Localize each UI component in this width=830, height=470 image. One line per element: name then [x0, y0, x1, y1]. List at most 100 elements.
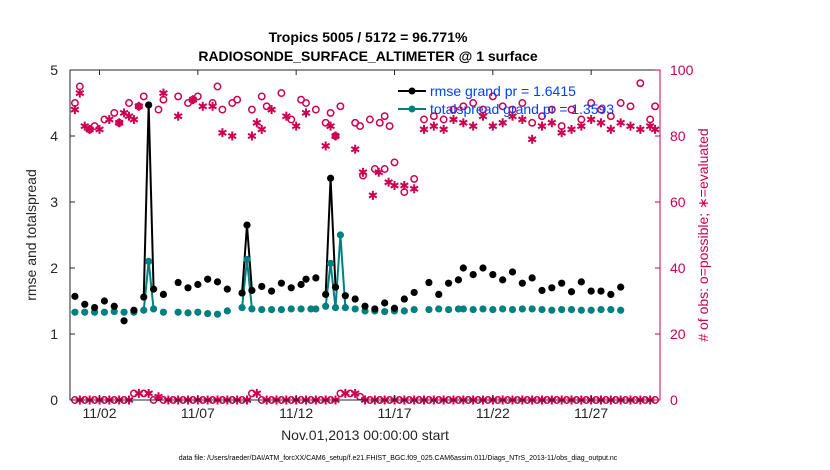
rmse-point: [90, 304, 99, 312]
legend-rmse-label: rmse grand pr = 1.6415: [430, 83, 576, 99]
totalspread-point: [213, 310, 222, 318]
obs-possible-marker: [385, 122, 394, 131]
obs-possible-marker: [528, 118, 537, 127]
upper-obs-markers: [70, 79, 660, 200]
rmse-point: [81, 300, 89, 308]
totalspread-point: [435, 305, 443, 313]
obs-possible-marker: [449, 105, 458, 114]
obs-evaluated-marker: [557, 128, 567, 138]
totalspread-point: [277, 305, 286, 314]
y-right-tick-label: 80: [670, 128, 686, 144]
totalspread-point: [410, 305, 418, 314]
totalspread-segment: [246, 259, 253, 310]
obs-possible-marker: [410, 174, 419, 183]
totalspread-point: [100, 308, 109, 316]
obs-possible-marker: [90, 122, 99, 131]
obs-possible-marker: [597, 105, 605, 114]
obs-evaluated-marker: [368, 190, 378, 200]
obs-evaluated-marker: [449, 115, 458, 124]
rmse-segment: [329, 178, 337, 288]
obs-possible-marker: [469, 99, 478, 107]
x-axis: 11/02 11/07 11/12 11/17 11/22 11/27: [83, 70, 608, 421]
rmse-point: [435, 290, 443, 298]
x-tick-label: 11/27: [574, 405, 608, 421]
obs-evaluated-marker: [606, 124, 616, 134]
totalspread-point: [607, 305, 615, 314]
obs-evaluated-marker: [340, 388, 350, 398]
rmse-point: [149, 285, 158, 293]
obs-evaluated-marker: [301, 108, 311, 118]
obs-possible-marker: [139, 92, 148, 101]
obs-evaluated-marker: [252, 118, 262, 128]
rmse-point: [277, 279, 286, 287]
rmse-segment: [324, 178, 332, 295]
obs-evaluated-marker: [75, 88, 85, 98]
obs-possible-marker: [311, 105, 320, 114]
rmse-point: [558, 279, 566, 287]
obs-possible-marker: [626, 102, 635, 111]
obs-evaluated-marker: [291, 121, 301, 131]
obs-possible-marker: [365, 115, 374, 124]
obs-possible-marker: [587, 99, 596, 107]
totalspread-segment: [324, 263, 332, 307]
x-tick-label: 11/12: [279, 405, 313, 421]
rmse-point: [454, 276, 463, 284]
obs-possible-marker: [233, 95, 242, 104]
obs-evaluated-marker: [350, 388, 360, 398]
obs-possible-marker: [154, 105, 163, 114]
totalspread-point: [149, 305, 158, 313]
rmse-point: [331, 283, 340, 291]
rmse-point: [258, 282, 266, 291]
x-axis-label: Nov.01,2013 00:00:00 start: [281, 427, 449, 443]
rmse-point: [213, 278, 222, 286]
rmse-point: [145, 101, 153, 109]
rmse-point: [287, 284, 295, 292]
totalspread-point: [140, 306, 148, 314]
obs-possible-marker: [616, 99, 625, 107]
obs-evaluated-marker: [218, 128, 227, 138]
totalspread-point: [459, 305, 467, 313]
obs-evaluated-marker: [331, 131, 340, 141]
obs-evaluated-marker: [419, 124, 429, 134]
totalspread-point: [597, 305, 605, 314]
obs-evaluated-marker: [650, 124, 660, 134]
rmse-point: [120, 317, 128, 325]
rmse-point: [130, 306, 138, 314]
obs-possible-marker: [380, 165, 389, 173]
totalspread-point: [312, 305, 320, 313]
rmse-point: [341, 292, 349, 300]
totalspread-segment: [334, 234, 342, 308]
totalspread-point: [194, 308, 202, 316]
y-axis-right-label: # of obs: o=possible; ∗=evaluated: [695, 128, 711, 341]
obs-possible-marker: [439, 115, 448, 124]
rmse-point: [390, 304, 399, 312]
footer-file-path: data file: /Users/raeder/DAI/ATM_forcXX/…: [179, 455, 618, 462]
rmse-point: [459, 264, 467, 272]
series-lines: [142, 104, 347, 311]
obs-evaluated-marker: [390, 181, 399, 190]
totalspread-point: [326, 259, 335, 267]
rmse-point: [425, 278, 433, 287]
totalspread-point: [558, 305, 566, 314]
y-right-tick-label: 40: [670, 260, 686, 276]
obs-evaluated-marker: [429, 121, 439, 131]
rmse-point: [100, 297, 109, 305]
totalspread-point: [489, 305, 497, 314]
totalspread-point: [204, 309, 212, 318]
obs-evaluated-marker: [129, 115, 139, 124]
rmse-segment: [142, 104, 150, 298]
rmse-point: [518, 279, 526, 287]
chart-title-line2: RADIOSONDE_SURFACE_ALTIMETER @ 1 surface: [198, 48, 538, 64]
obs-evaluated-marker: [326, 121, 335, 131]
obs-possible-marker: [193, 92, 202, 101]
legend-rmse-marker: [408, 87, 416, 95]
rmse-point: [140, 293, 148, 301]
obs-possible-marker: [302, 99, 310, 107]
y-axis-left: 0 1 2 3 4 5: [50, 62, 75, 408]
plot-area: [70, 70, 660, 400]
y-right-tick-label: 0: [670, 392, 678, 408]
obs-evaluated-marker: [626, 121, 635, 131]
rmse-point: [617, 283, 625, 291]
obs-possible-marker: [174, 92, 183, 101]
obs-possible-marker: [380, 112, 389, 121]
